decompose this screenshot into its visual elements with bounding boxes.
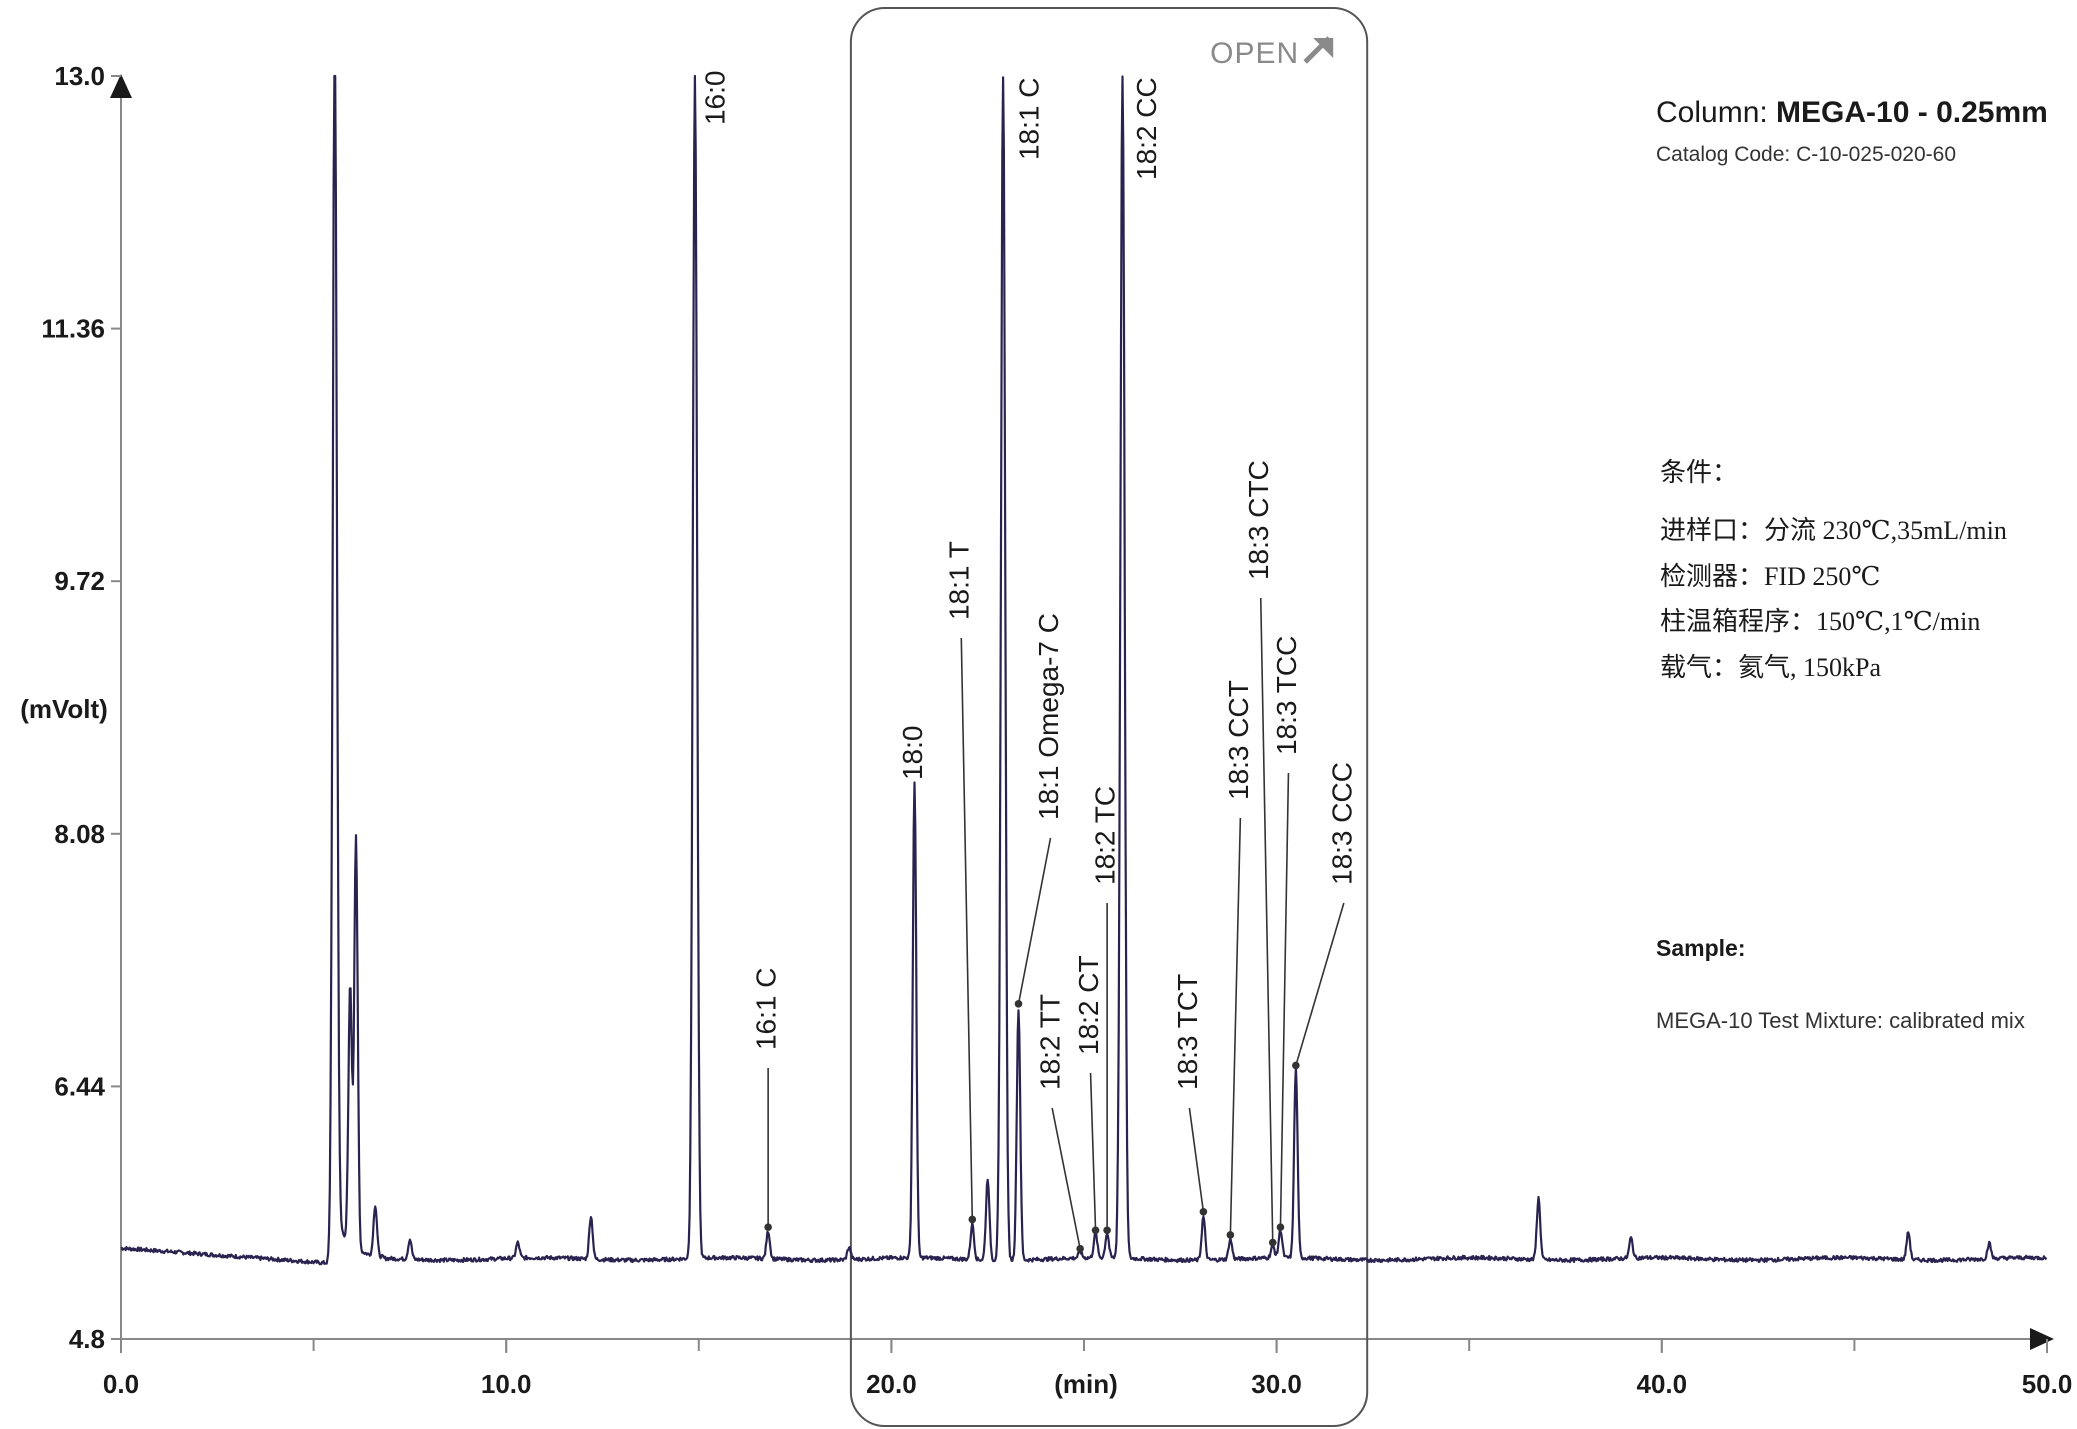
condition-detector: 检测器：FID 250℃ bbox=[1660, 562, 1881, 591]
peak-label: 18:3 TCC bbox=[1271, 636, 1302, 755]
sample-description: MEGA-10 Test Mixture: calibrated mix bbox=[1656, 1008, 2025, 1033]
peak-label: 18:3 CTC bbox=[1243, 460, 1274, 580]
y-tick-label: 4.8 bbox=[69, 1324, 105, 1354]
y-axis-arrow bbox=[110, 74, 132, 98]
peak-marker-dot bbox=[1091, 1226, 1100, 1235]
column-info: Column: MEGA-10 - 0.25mm bbox=[1656, 96, 2048, 130]
peak-label: 18:0 bbox=[897, 726, 928, 781]
x-tick-label: 30.0 bbox=[1251, 1369, 1302, 1399]
conditions-title: 条件： bbox=[1660, 458, 1739, 487]
highlight-frame bbox=[849, 7, 1369, 1427]
y-tick-label: 8.08 bbox=[54, 819, 105, 849]
peak-label: 18:1 T bbox=[944, 541, 975, 620]
peak-leader-line bbox=[1279, 772, 1290, 1228]
sample-title: Sample: bbox=[1656, 935, 1746, 961]
condition-oven: 柱温箱程序：150℃,1℃/min bbox=[1660, 607, 1981, 636]
x-axis-label: (min) bbox=[1054, 1369, 1118, 1399]
peak-label: 16:0 bbox=[699, 71, 730, 126]
peak-label: 18:2 CC bbox=[1131, 77, 1162, 180]
open-highlight-region: OPEN bbox=[849, 7, 1369, 1427]
y-axis-label: (mVolt) bbox=[20, 694, 108, 724]
column-name: MEGA-10 - 0.25mm bbox=[1776, 96, 2048, 129]
peak-marker-dot bbox=[764, 1223, 772, 1231]
peak-leader-line bbox=[1017, 837, 1052, 1004]
peak-label: 18:3 CCC bbox=[1326, 762, 1357, 885]
peak-leader-line bbox=[1229, 817, 1242, 1235]
y-tick-label: 13.0 bbox=[54, 61, 105, 91]
peak-marker-dot bbox=[1014, 1000, 1023, 1008]
peak-leader-line bbox=[1259, 597, 1274, 1243]
y-tick-label: 6.44 bbox=[54, 1071, 105, 1101]
x-tick-label: 40.0 bbox=[1636, 1369, 1687, 1399]
peak-leader-line bbox=[1188, 1107, 1205, 1212]
peak-marker-dot bbox=[1292, 1061, 1300, 1070]
peak-label: 16:1 C bbox=[751, 968, 782, 1051]
peak-marker-dot bbox=[1076, 1244, 1084, 1253]
chart-ticks: 13.0 11.36 9.72 8.08 6.44 4.8 0.0 10.0 20.0 30.0 4… bbox=[41, 61, 2072, 1399]
chart-axes bbox=[110, 74, 2054, 1350]
peak-marker-dot bbox=[968, 1215, 977, 1224]
condition-carrier-gas: 载气：氦气, 150kPa bbox=[1660, 653, 1882, 682]
peak-label: 18:1 C bbox=[1013, 78, 1044, 161]
peak-label: 18:2 CT bbox=[1073, 955, 1104, 1055]
peak-label: 18:1 Omega-7 C bbox=[1033, 613, 1064, 820]
peak-labels: 16:0 16:1 C 18:0 18:1 T 18:1 C 18:1 Omega-7 C… bbox=[699, 71, 1357, 1253]
peak-leader-line bbox=[960, 637, 974, 1220]
peak-marker-dot bbox=[1226, 1231, 1235, 1239]
peak-marker-dot bbox=[1103, 1226, 1111, 1235]
peak-leader-line bbox=[1051, 1107, 1081, 1249]
series-line-chromatogram bbox=[120, 74, 2048, 1266]
peak-label: 18:2 TT bbox=[1035, 994, 1066, 1090]
peak-leader-line bbox=[1295, 902, 1345, 1066]
open-badge: OPEN bbox=[1210, 37, 1299, 70]
peak-label: 18:3 CCT bbox=[1223, 680, 1254, 800]
y-tick-label: 11.36 bbox=[41, 314, 105, 344]
peak-label: 18:3 TCT bbox=[1172, 974, 1203, 1090]
arrow-up-right-icon bbox=[1303, 36, 1334, 64]
x-tick-label: 0.0 bbox=[103, 1369, 139, 1399]
y-tick-label: 9.72 bbox=[54, 566, 105, 596]
peak-marker-dot bbox=[1276, 1223, 1285, 1231]
peak-leader-line bbox=[1089, 1072, 1097, 1231]
peak-marker-dot bbox=[1199, 1207, 1208, 1216]
column-prefix: Column: bbox=[1656, 96, 1777, 129]
catalog-code: Catalog Code: C-10-025-020-60 bbox=[1656, 143, 1957, 166]
x-axis-arrow bbox=[2030, 1328, 2054, 1350]
x-tick-label: 10.0 bbox=[481, 1369, 532, 1399]
peak-label: 18:2 TC bbox=[1090, 786, 1121, 885]
peak-marker-dot bbox=[1268, 1238, 1277, 1247]
x-tick-label: 50.0 bbox=[2022, 1369, 2073, 1399]
x-tick-label: 20.0 bbox=[866, 1369, 917, 1399]
condition-injector: 进样口：分流 230℃,35mL/min bbox=[1660, 516, 2007, 545]
